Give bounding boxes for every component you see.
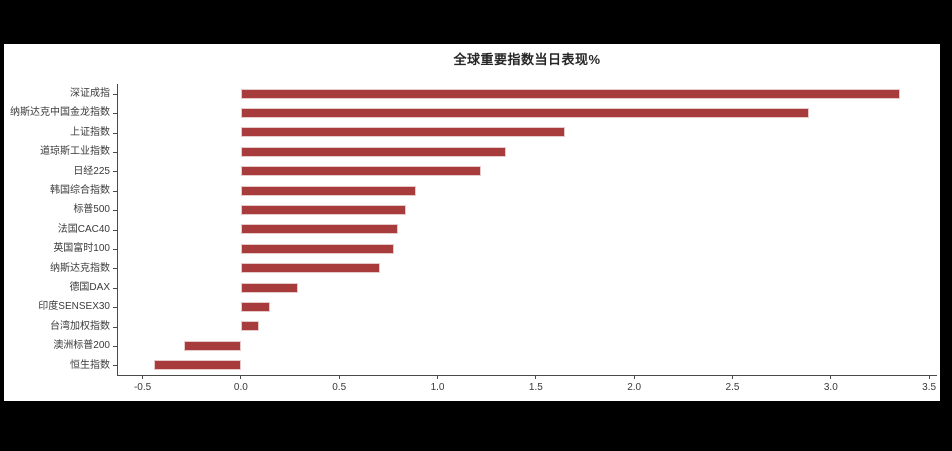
x-tick-label: -0.5 (133, 382, 152, 393)
y-axis-label: 日经225 (73, 165, 110, 177)
bar-row (117, 103, 937, 122)
y-axis-label: 法国CAC40 (57, 223, 110, 235)
bar (240, 302, 271, 313)
y-axis-label: 纳斯达克中国金龙指数 (10, 107, 110, 119)
bar (240, 321, 259, 332)
bar (240, 108, 810, 119)
y-tick-mark (113, 307, 117, 309)
x-tick-mark (633, 375, 635, 379)
bar (240, 205, 407, 216)
y-tick-mark (113, 132, 117, 134)
x-tick-mark (830, 375, 832, 379)
x-tick-mark (437, 375, 439, 379)
bar-row (117, 239, 937, 258)
y-tick-mark (113, 248, 117, 250)
y-tick-mark (113, 210, 117, 212)
chart-figure: 全球重要指数当日表现% -0.5 0.0 0.5 1.0 1.5 2.0 2.5 3.0 3.5… (4, 44, 940, 401)
y-axis-label: 上证指数 (70, 126, 110, 138)
bar-row (117, 336, 937, 355)
bar-row (117, 162, 937, 181)
x-tick-label: 1.5 (528, 382, 543, 393)
y-axis-spine (117, 84, 118, 375)
x-tick-mark (338, 375, 340, 379)
bar-row (117, 317, 937, 336)
bar-row (117, 181, 937, 200)
x-tick-mark (240, 375, 242, 379)
x-tick-mark (928, 375, 930, 379)
y-axis-label: 英国富时100 (53, 243, 110, 255)
bar-row (117, 278, 937, 297)
x-axis-spine (117, 375, 937, 376)
y-tick-mark (113, 365, 117, 367)
y-axis-label: 印度SENSEX30 (38, 301, 110, 313)
x-tick-mark (142, 375, 144, 379)
bar (240, 282, 298, 293)
bar-row (117, 356, 937, 375)
x-tick-label: 3.5 (922, 382, 937, 393)
y-tick-mark (113, 93, 117, 95)
bar (240, 243, 395, 254)
y-tick-mark (113, 171, 117, 173)
bar-row (117, 259, 937, 278)
y-tick-mark (113, 151, 117, 153)
bar-row (117, 84, 937, 103)
y-axis-label: 标普500 (73, 204, 110, 216)
y-tick-mark (113, 113, 117, 115)
bar (240, 88, 900, 99)
bar-row (117, 142, 937, 161)
chart-title: 全球重要指数当日表现% (453, 52, 601, 67)
y-axis-label: 纳斯达克指数 (50, 262, 110, 274)
bar-row (117, 297, 937, 316)
y-axis-label: 台湾加权指数 (50, 320, 110, 332)
x-tick-label: 1.0 (430, 382, 445, 393)
y-axis-label: 道琼斯工业指数 (40, 146, 110, 158)
bar (240, 263, 381, 274)
x-tick-mark (731, 375, 733, 379)
y-axis-label: 深证成指 (70, 88, 110, 99)
y-axis-label: 恒生指数 (70, 359, 110, 371)
y-tick-mark (113, 268, 117, 270)
bar-row (117, 200, 937, 219)
x-tick-label: 0.5 (332, 382, 347, 393)
bar (240, 185, 416, 196)
bar (240, 127, 566, 138)
bar-row (117, 123, 937, 142)
x-tick-label: 2.0 (627, 382, 642, 393)
y-axis-label: 德国DAX (69, 282, 110, 293)
bar (240, 166, 481, 177)
y-tick-mark (113, 326, 117, 328)
bar (240, 146, 507, 157)
x-tick-label: 2.5 (725, 382, 740, 393)
bar (154, 360, 241, 371)
x-tick-mark (535, 375, 537, 379)
bar (183, 340, 241, 351)
x-tick-label: 3.0 (823, 382, 838, 393)
plot-area: -0.5 0.0 0.5 1.0 1.5 2.0 2.5 3.0 3.5 (117, 84, 937, 393)
y-axis-label: 澳洲标普200 (53, 340, 110, 352)
bar-row (117, 220, 937, 239)
y-tick-mark (113, 287, 117, 289)
bar (240, 224, 399, 235)
y-tick-mark (113, 190, 117, 192)
y-axis-label: 韩国综合指数 (50, 185, 110, 196)
y-tick-mark (113, 345, 117, 347)
x-tick-label: 0.0 (233, 382, 248, 393)
y-tick-mark (113, 229, 117, 231)
